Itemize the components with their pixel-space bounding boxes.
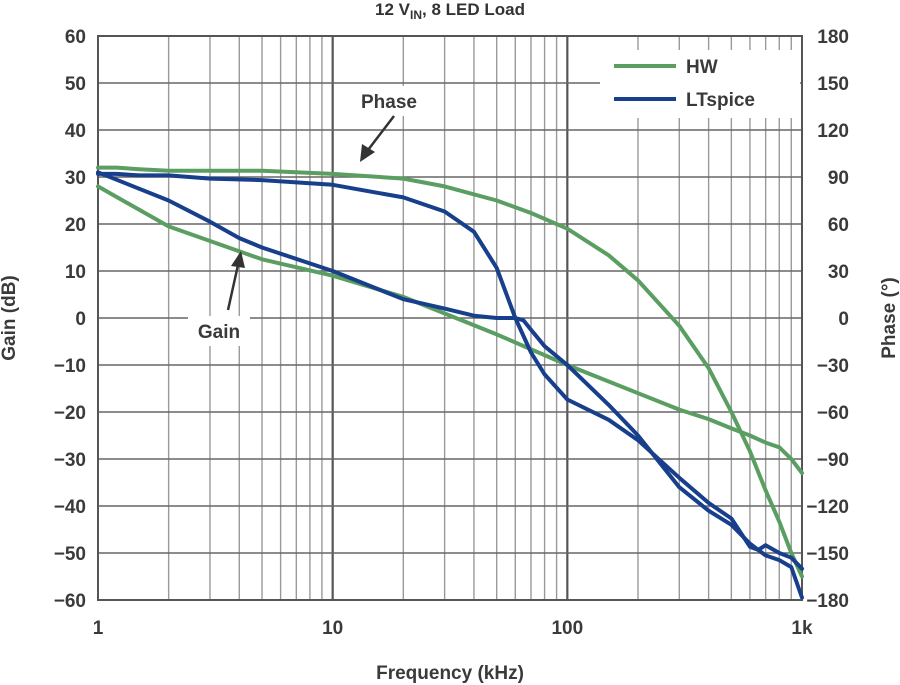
annotation-gain-background <box>188 316 250 346</box>
right-tick-label: −90 <box>817 450 849 471</box>
right-tick-label: 30 <box>828 262 849 283</box>
left-tick-label: 60 <box>65 27 86 48</box>
legend-label-ltspice: LTspice <box>686 90 755 111</box>
left-tick-labels: 60 50 40 30 20 10 0 −10 −20 −30 −40 −50 −60 <box>54 27 86 612</box>
right-tick-label: −180 <box>806 591 849 612</box>
x-axis-label: Frequency (kHz) <box>376 663 524 684</box>
left-tick-label: 0 <box>75 309 86 330</box>
legend: HW LTspice <box>600 50 800 118</box>
left-tick-label: 40 <box>65 121 86 142</box>
x-tick-label: 100 <box>551 618 583 639</box>
series-layer <box>96 165 804 600</box>
annotation-phase-label: Phase <box>361 92 417 113</box>
right-tick-label: 120 <box>817 121 849 142</box>
left-tick-label: −30 <box>54 450 86 471</box>
legend-label-hw: HW <box>686 57 718 78</box>
left-tick-label: −40 <box>54 497 86 518</box>
left-tick-label: −10 <box>54 356 86 377</box>
right-tick-label: −120 <box>806 497 849 518</box>
right-tick-label: −60 <box>817 403 849 424</box>
left-tick-label: 20 <box>65 215 86 236</box>
left-tick-label: 10 <box>65 262 86 283</box>
right-tick-labels: 180 150 120 90 60 30 0 −30 −60 −90 −120 −150 −180 <box>806 27 849 612</box>
legend-background <box>600 50 800 118</box>
x-tick-labels: 1 10 100 1k <box>93 618 813 639</box>
annotation-phase-arrow-shaft <box>367 115 395 151</box>
plot-frame <box>97 35 803 601</box>
left-tick-label: −50 <box>54 544 86 565</box>
series-line-hw-phase <box>96 165 804 579</box>
annotation-gain-arrowhead <box>231 251 245 268</box>
series-line-ltspice-gain <box>96 170 804 600</box>
major-grid <box>98 36 802 600</box>
annotation-phase: Phase <box>352 86 426 162</box>
left-tick-label: −60 <box>54 591 86 612</box>
annotation-phase-arrowhead <box>360 144 375 162</box>
annotation-gain-label: Gain <box>198 322 240 343</box>
x-tick-label: 10 <box>322 618 343 639</box>
right-tick-label: 180 <box>817 27 849 48</box>
right-tick-label: −30 <box>817 356 849 377</box>
left-tick-label: −20 <box>54 403 86 424</box>
left-tick-label: 50 <box>65 74 86 95</box>
annotation-gain-arrow-shaft <box>226 264 240 311</box>
series-line-hw-gain <box>96 184 804 476</box>
right-tick-label: 150 <box>817 74 849 95</box>
chart-title: 12 VIN, 8 LED Load <box>375 0 525 22</box>
right-axis-label: Phase (°) <box>879 277 900 359</box>
left-axis-label: Gain (dB) <box>0 275 20 361</box>
left-tick-label: 30 <box>65 168 86 189</box>
right-tick-label: 60 <box>828 215 849 236</box>
right-tick-label: 0 <box>838 309 849 330</box>
x-tick-label: 1 <box>93 618 104 639</box>
series-line-ltspice-phase <box>96 171 804 571</box>
right-tick-label: −150 <box>806 544 849 565</box>
x-tick-label: 1k <box>791 618 813 639</box>
right-tick-label: 90 <box>828 168 849 189</box>
annotation-phase-background <box>352 86 426 116</box>
annotation-gain: Gain <box>188 251 250 346</box>
